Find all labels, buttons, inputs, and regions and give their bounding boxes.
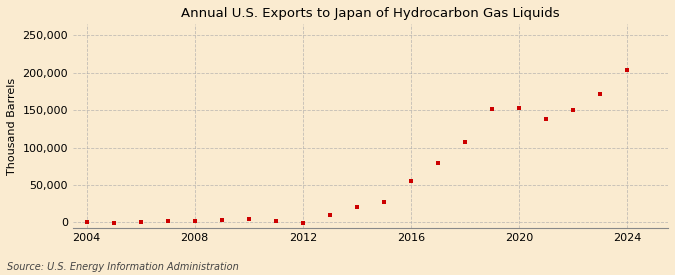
Title: Annual U.S. Exports to Japan of Hydrocarbon Gas Liquids: Annual U.S. Exports to Japan of Hydrocar… bbox=[181, 7, 560, 20]
Y-axis label: Thousand Barrels: Thousand Barrels bbox=[7, 78, 17, 175]
Text: Source: U.S. Energy Information Administration: Source: U.S. Energy Information Administ… bbox=[7, 262, 238, 272]
